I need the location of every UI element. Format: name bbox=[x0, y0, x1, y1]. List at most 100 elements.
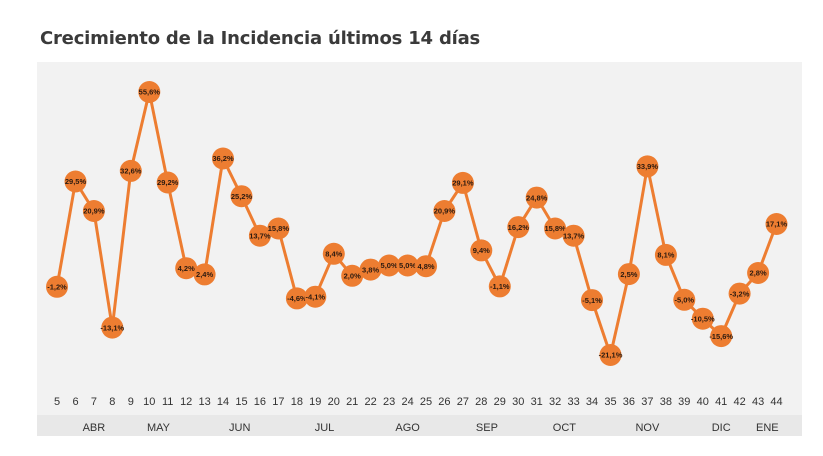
x-tick-label: 26 bbox=[438, 396, 450, 408]
x-tick-label: 43 bbox=[752, 396, 764, 408]
data-point bbox=[562, 224, 585, 247]
data-point bbox=[599, 344, 622, 366]
month-label: ABR bbox=[83, 422, 106, 434]
data-point bbox=[119, 159, 142, 182]
x-tick-label: 14 bbox=[217, 396, 229, 408]
data-label: 5,0% bbox=[381, 261, 398, 270]
x-tick-label: 17 bbox=[272, 396, 284, 408]
data-label: 55,6% bbox=[139, 88, 161, 97]
x-tick-label: 25 bbox=[420, 396, 432, 408]
data-label: 36,2% bbox=[212, 154, 234, 163]
data-label: 8,4% bbox=[325, 250, 342, 259]
data-point bbox=[304, 285, 327, 308]
data-label: 16,2% bbox=[508, 223, 530, 232]
data-label: 29,1% bbox=[452, 179, 474, 188]
x-tick-label: 23 bbox=[383, 396, 395, 408]
x-tick-label: 30 bbox=[512, 396, 524, 408]
x-tick-label: 20 bbox=[328, 396, 340, 408]
x-tick-label: 7 bbox=[91, 396, 97, 408]
data-label: 3,8% bbox=[362, 265, 379, 274]
month-label: MAY bbox=[147, 422, 171, 434]
data-point bbox=[378, 254, 401, 277]
x-tick-label: 13 bbox=[198, 396, 210, 408]
data-label: 2,8% bbox=[750, 269, 767, 278]
data-label: 17,1% bbox=[766, 220, 788, 229]
data-point bbox=[156, 171, 179, 194]
data-label: 2,5% bbox=[620, 270, 637, 279]
data-point bbox=[64, 170, 87, 193]
x-tick-label: 35 bbox=[604, 396, 616, 408]
data-point bbox=[747, 262, 770, 284]
data-point bbox=[433, 200, 456, 222]
data-label: 20,9% bbox=[83, 207, 105, 216]
data-point bbox=[636, 155, 659, 178]
month-label: JUL bbox=[315, 422, 335, 434]
x-tick-label: 11 bbox=[162, 396, 173, 408]
data-point bbox=[617, 263, 640, 286]
data-point bbox=[285, 287, 308, 310]
data-point bbox=[175, 257, 198, 280]
x-tick-label: 24 bbox=[401, 396, 413, 408]
x-tick-label: 33 bbox=[567, 396, 579, 408]
data-label: 29,5% bbox=[65, 177, 87, 186]
x-tick-label: 5 bbox=[54, 396, 60, 408]
x-tick-label: 36 bbox=[623, 396, 635, 408]
x-tick-label: 28 bbox=[475, 396, 487, 408]
month-label: ENE bbox=[756, 422, 779, 434]
x-tick-label: 6 bbox=[72, 396, 78, 408]
data-label: 8,1% bbox=[657, 251, 674, 260]
data-point bbox=[710, 325, 733, 348]
month-label: SEP bbox=[476, 422, 498, 434]
data-label: 4,2% bbox=[178, 264, 195, 273]
x-tick-label: 19 bbox=[309, 396, 321, 408]
data-point bbox=[507, 216, 530, 239]
data-point bbox=[341, 264, 364, 287]
data-label: 15,8% bbox=[544, 224, 566, 233]
data-label: 33,9% bbox=[637, 162, 659, 171]
data-point bbox=[359, 258, 382, 281]
x-tick-label: 42 bbox=[733, 396, 745, 408]
data-label: 13,7% bbox=[249, 231, 271, 240]
data-label: 20,9% bbox=[434, 207, 456, 216]
data-label: -21,1% bbox=[599, 351, 623, 360]
data-label: 25,2% bbox=[231, 192, 253, 201]
x-tick-label: 21 bbox=[346, 396, 358, 408]
x-tick-label: 29 bbox=[494, 396, 506, 408]
data-label: 15,8% bbox=[268, 224, 290, 233]
data-label: 2,4% bbox=[196, 270, 213, 279]
data-point bbox=[581, 289, 603, 312]
x-tick-label: 37 bbox=[641, 396, 653, 408]
month-band bbox=[37, 415, 802, 436]
data-point bbox=[544, 217, 567, 240]
x-tick-label: 18 bbox=[291, 396, 303, 408]
data-point bbox=[138, 81, 161, 103]
x-tick-label: 34 bbox=[586, 396, 598, 408]
data-label: 13,7% bbox=[563, 231, 585, 240]
month-label: OCT bbox=[553, 422, 577, 434]
data-label: -15,6% bbox=[709, 332, 733, 341]
x-tick-label: 9 bbox=[128, 396, 134, 408]
data-point bbox=[415, 255, 437, 278]
data-point bbox=[193, 263, 216, 286]
data-label: -4,1% bbox=[306, 292, 326, 301]
data-point bbox=[396, 254, 419, 277]
x-tick-label: 10 bbox=[143, 396, 155, 408]
data-point bbox=[525, 186, 548, 209]
chart-title: Crecimiento de la Incidencia últimos 14 … bbox=[40, 28, 481, 49]
data-label: -13,1% bbox=[100, 323, 124, 332]
x-tick-label: 44 bbox=[770, 396, 782, 408]
data-label: -1,2% bbox=[47, 283, 67, 292]
data-label: 2,0% bbox=[344, 272, 361, 281]
x-tick-label: 27 bbox=[457, 396, 469, 408]
month-label: NOV bbox=[635, 422, 660, 434]
data-point bbox=[230, 185, 253, 208]
x-tick-label: 39 bbox=[678, 396, 690, 408]
x-tick-label: 16 bbox=[254, 396, 266, 408]
data-label: -3,2% bbox=[730, 289, 750, 298]
data-label: 29,2% bbox=[157, 178, 179, 187]
data-point bbox=[673, 288, 696, 311]
data-point bbox=[765, 213, 788, 235]
x-tick-label: 8 bbox=[109, 396, 115, 408]
data-point bbox=[46, 275, 68, 298]
